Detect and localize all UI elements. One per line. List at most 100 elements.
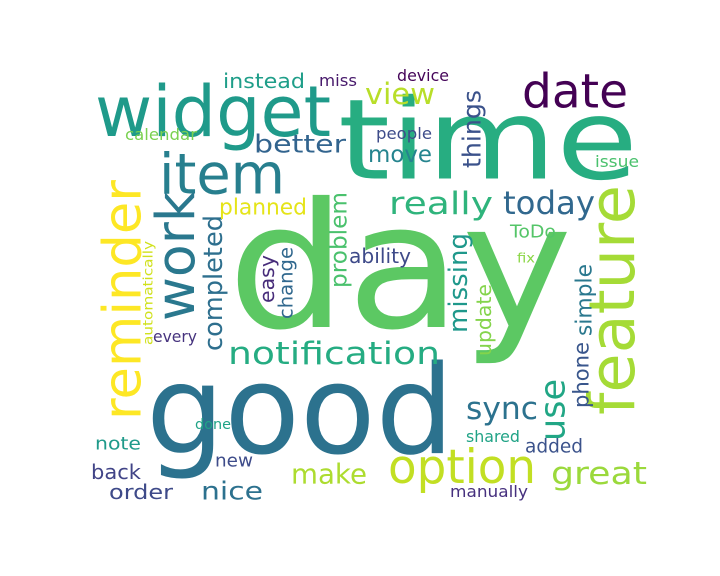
word-group-widget: widget bbox=[95, 71, 331, 153]
word-group-feature: feature bbox=[576, 185, 650, 415]
word-group-day: day bbox=[228, 167, 573, 369]
word-group-really: really bbox=[389, 186, 493, 222]
word-item: item bbox=[159, 143, 285, 208]
word-group-things: things bbox=[458, 90, 487, 168]
word-automatically: automatically bbox=[142, 241, 157, 345]
word-ability: ability bbox=[349, 244, 411, 268]
word-group-update: update bbox=[472, 284, 496, 356]
word-group-calendar: calendar bbox=[125, 126, 198, 144]
word-group-manually: manually bbox=[450, 483, 528, 501]
word-widget: widget bbox=[95, 71, 331, 153]
word-better: better bbox=[254, 130, 347, 159]
word-time: time bbox=[338, 77, 638, 206]
word-issue: issue bbox=[595, 153, 639, 171]
word-group-good: good bbox=[146, 339, 454, 483]
word-group-time: time bbox=[338, 77, 638, 206]
word-group-problem: problem bbox=[326, 192, 353, 288]
word-group-make: make bbox=[291, 458, 367, 491]
word-group-missing: missing bbox=[444, 233, 474, 333]
word-option: option bbox=[388, 441, 536, 495]
word-group-notification: notification bbox=[228, 336, 440, 372]
word-fix: fix bbox=[517, 252, 535, 267]
word-group-note: note bbox=[95, 434, 141, 455]
word-work: work bbox=[145, 191, 207, 321]
word-missing: missing bbox=[444, 233, 474, 333]
word-group-miss: miss bbox=[319, 72, 357, 90]
word-group-nice: nice bbox=[201, 477, 263, 506]
word-group-instead: instead bbox=[223, 69, 305, 93]
word-group-todo: ToDo bbox=[509, 222, 556, 243]
word-new: new bbox=[215, 451, 253, 472]
word-really: really bbox=[389, 186, 493, 222]
word-note: note bbox=[95, 434, 141, 455]
word-problem: problem bbox=[326, 192, 353, 288]
word-group-simple: simple bbox=[573, 264, 598, 336]
word-group-issue: issue bbox=[595, 153, 639, 171]
word-group-new: new bbox=[215, 451, 253, 472]
word-group-device: device bbox=[397, 67, 449, 85]
word-device: device bbox=[397, 67, 449, 85]
word-order: order bbox=[109, 480, 174, 504]
word-things: things bbox=[458, 90, 487, 168]
word-update: update bbox=[472, 284, 496, 356]
word-instead: instead bbox=[223, 69, 305, 93]
word-group-fix: fix bbox=[517, 252, 535, 267]
word-group-great: great bbox=[551, 456, 647, 492]
word-back: back bbox=[91, 460, 141, 484]
word-group-easy: easy bbox=[255, 255, 279, 303]
word-people: people bbox=[376, 125, 432, 143]
word-sync: sync bbox=[466, 391, 538, 427]
word-group-done: done bbox=[195, 417, 231, 433]
word-make: make bbox=[291, 458, 367, 491]
word-calendar: calendar bbox=[125, 126, 198, 144]
word-phone: phone bbox=[569, 342, 594, 408]
word-good: good bbox=[146, 339, 454, 483]
word-group-people: people bbox=[376, 125, 432, 143]
word-notification: notification bbox=[228, 336, 440, 372]
word-simple: simple bbox=[573, 264, 598, 336]
word-group-change: change bbox=[275, 247, 298, 319]
word-feature: feature bbox=[576, 185, 650, 415]
word-group-today: today bbox=[503, 184, 595, 222]
word-reminder: reminder bbox=[93, 180, 154, 420]
word-group-option: option bbox=[388, 441, 536, 495]
word-group-date: date bbox=[522, 65, 628, 120]
word-manually: manually bbox=[450, 483, 528, 501]
word-group-added: added bbox=[525, 437, 583, 458]
word-day: day bbox=[228, 167, 573, 369]
word-group-move: move bbox=[368, 142, 432, 168]
word-nice: nice bbox=[201, 477, 263, 506]
word-group-sync: sync bbox=[466, 391, 538, 427]
word-group-work: work bbox=[145, 191, 207, 321]
word-group-automatically: automatically bbox=[142, 241, 157, 345]
word-change: change bbox=[275, 247, 298, 319]
word-group-reminder: reminder bbox=[93, 180, 154, 420]
word-group-use: use bbox=[533, 379, 574, 441]
word-group-ability: ability bbox=[349, 244, 411, 268]
word-completed: completed bbox=[199, 215, 229, 351]
word-easy: easy bbox=[255, 255, 279, 303]
word-group-shared: shared bbox=[466, 428, 520, 446]
word-group-back: back bbox=[91, 460, 141, 484]
word-group-better: better bbox=[254, 130, 347, 159]
word-shared: shared bbox=[466, 428, 520, 446]
word-great: great bbox=[551, 456, 647, 492]
word-group-order: order bbox=[109, 480, 174, 504]
word-planned: planned bbox=[219, 196, 307, 221]
word-view: view bbox=[365, 77, 435, 111]
word-todo: ToDo bbox=[509, 222, 556, 243]
word-miss: miss bbox=[319, 72, 357, 90]
word-date: date bbox=[522, 65, 628, 120]
word-move: move bbox=[368, 142, 432, 168]
word-every: every bbox=[153, 328, 197, 346]
word-group-planned: planned bbox=[219, 196, 307, 221]
word-group-item: item bbox=[159, 143, 285, 208]
word-group-completed: completed bbox=[199, 215, 229, 351]
word-use: use bbox=[533, 379, 574, 441]
word-group-every: every bbox=[153, 328, 197, 346]
word-today: today bbox=[503, 184, 595, 222]
word-group-phone: phone bbox=[569, 342, 594, 408]
word-group-view: view bbox=[365, 77, 435, 111]
word-added: added bbox=[525, 437, 583, 458]
